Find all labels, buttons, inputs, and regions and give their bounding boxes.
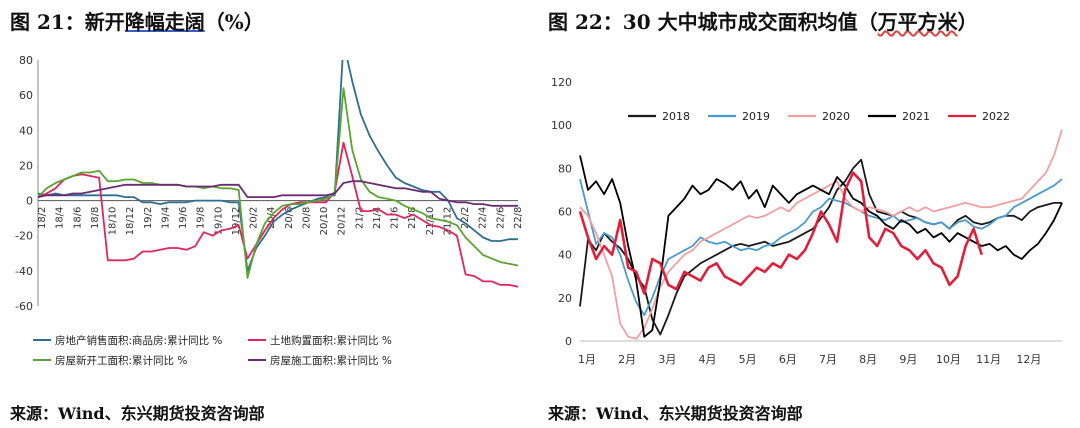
left-series-line-4 [38, 180, 518, 207]
left-x-tick-label: 20/10 [319, 207, 330, 236]
left-legend-label-4: 房屋施工面积:累计同比 % [270, 354, 392, 367]
left-x-tick-label: 22/4 [478, 207, 489, 229]
right-legend-label-2019: 2019 [742, 110, 770, 123]
right-chart-title: 图 22：30 大中城市成交面积均值（万平方米） [548, 6, 978, 35]
right-series-line-2020 [579, 129, 1063, 340]
left-legend-label-2: 土地购置面积:累计同比 % [270, 334, 392, 347]
right-x-tick-label: 1月 [578, 353, 596, 366]
left-x-tick-label: 19/6 [178, 207, 189, 229]
left-y-tick-label: 60 [19, 89, 33, 102]
right-line-chart: 120 100 80 60 40 20 0 1月 2月 3月 4月 5月 6月 7月 8月 9月 10月 11月 1… [551, 76, 1063, 366]
right-series-line-2018 [579, 158, 1062, 336]
left-x-tick-label: 19/8 [196, 207, 207, 229]
right-x-tick-label: 10月 [936, 353, 961, 366]
right-legend-label-2020: 2020 [822, 110, 850, 123]
right-legend-label-2018: 2018 [662, 110, 690, 123]
left-legend-label-1: 房地产销售面积:商品房:累计同比 % [55, 334, 222, 347]
left-x-tick-label: 18/10 [108, 207, 119, 236]
left-x-tick-label: 18/2 [37, 207, 48, 229]
left-x-tick-label: 21/10 [425, 207, 436, 236]
left-y-tick-label: -40 [15, 265, 33, 278]
left-x-tick-label: 18/4 [55, 207, 66, 229]
right-title-prefix: 图 22：30 大中城市成交面积均值（ [548, 10, 878, 34]
right-x-tick-label: 7月 [819, 353, 837, 366]
left-y-tick-label: 80 [19, 54, 33, 67]
right-y-tick-label: 60 [558, 206, 572, 219]
right-y-tick-label: 120 [551, 76, 572, 89]
right-x-tick-label: 6月 [779, 353, 797, 366]
right-y-tick-label: 100 [551, 119, 572, 132]
left-series-line-2 [38, 141, 518, 288]
right-x-tick-label: 8月 [859, 353, 877, 366]
left-y-tick-label: -20 [15, 230, 33, 243]
left-x-tick-label: 22/6 [495, 207, 506, 229]
right-y-tick-label: 40 [558, 249, 572, 262]
right-x-tick-label: 5月 [739, 353, 757, 366]
right-legend-label-2022: 2022 [982, 110, 1010, 123]
left-x-tick-label: 19/2 [143, 207, 154, 229]
left-series-line-3 [38, 87, 518, 279]
left-title-highlight: 降幅走阔 [124, 10, 205, 34]
right-y-tick-label: 0 [565, 335, 572, 348]
left-x-tick-label: 21/4 [372, 207, 383, 229]
left-x-tick-label: 20/4 [266, 207, 277, 229]
right-series-line-2022 [578, 171, 983, 295]
right-legend-label-2021: 2021 [902, 110, 930, 123]
left-x-tick-label: 19/10 [213, 207, 224, 236]
right-x-tick-label: 3月 [658, 353, 676, 366]
right-title-highlight: 万平方米 [877, 10, 958, 34]
right-title-suffix: ） [957, 10, 978, 34]
left-title-suffix: （%） [204, 10, 264, 34]
right-y-tick-label: 20 [558, 292, 572, 305]
left-x-tick-label: 20/8 [301, 207, 312, 229]
left-legend-label-3: 房屋新开工面积:累计同比 % [55, 354, 187, 367]
left-source-note: 来源：Wind、东兴期货投资咨询部 [10, 404, 265, 423]
left-x-tick-label: 18/6 [72, 207, 83, 229]
right-x-tick-label: 4月 [699, 353, 717, 366]
left-x-tick-label: 22/2 [460, 207, 471, 229]
left-y-tick-label: 0 [26, 195, 33, 208]
left-x-tick-label: 18/8 [90, 207, 101, 229]
left-title-prefix: 图 21：新开 [10, 10, 125, 34]
right-x-tick-label: 2月 [618, 353, 636, 366]
left-x-tick-label: 20/12 [337, 207, 348, 236]
right-x-tick-label: 11月 [976, 353, 1001, 366]
left-y-tick-label: -60 [15, 300, 33, 313]
left-y-tick-label: 20 [19, 159, 33, 172]
left-y-tick-label: 40 [19, 124, 33, 137]
left-line-chart: 80 60 40 20 0 -20 -40 -60 18/2 18/4 18/6 18/8 18/10 1… [15, 54, 524, 367]
right-series-line-2019 [579, 178, 1063, 317]
right-x-tick-label: 9月 [899, 353, 917, 366]
left-series-group [38, 60, 518, 288]
left-x-tick-label: 20/2 [249, 207, 260, 229]
left-x-tick-label: 19/4 [160, 207, 171, 229]
right-y-tick-label: 80 [558, 162, 572, 175]
right-series-line-2021 [579, 155, 1063, 338]
left-x-tick-label: 21/2 [354, 207, 365, 229]
left-chart-title: 图 21：新开降幅走阔（%） [10, 6, 264, 35]
left-x-tick-label: 18/12 [125, 207, 136, 236]
left-x-tick-label: 22/8 [513, 207, 524, 229]
left-x-tick-label: 19/12 [231, 207, 242, 236]
left-x-tick-label: 21/6 [390, 207, 401, 229]
right-source-note: 来源：Wind、东兴期货投资咨询部 [548, 404, 803, 423]
left-x-tick-label: 21/8 [407, 207, 418, 229]
left-x-tick-label: 20/6 [284, 207, 295, 229]
right-x-tick-label: 12月 [1016, 353, 1041, 366]
left-series-line-1 [38, 60, 518, 272]
